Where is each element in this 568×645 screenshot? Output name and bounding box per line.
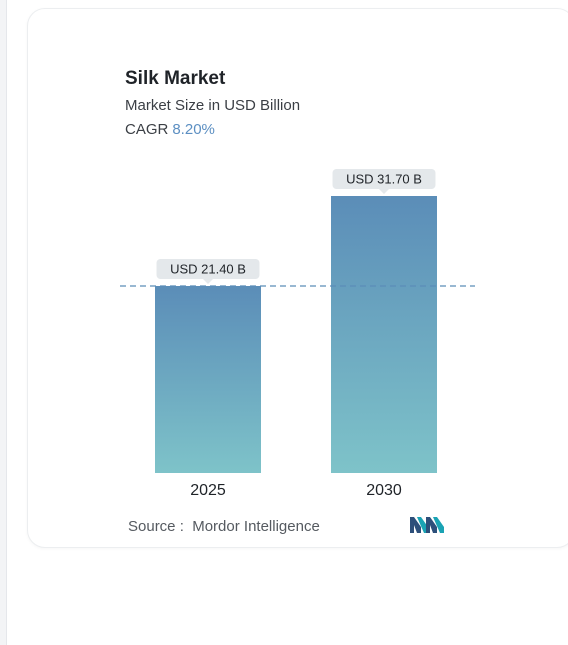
source-text: Source : Mordor Intelligence	[128, 518, 320, 535]
page-sheet: Silk Market Market Size in USD Billion C…	[6, 0, 568, 645]
bar-2030	[331, 196, 437, 473]
source-label: Source :	[128, 518, 184, 535]
cagr-label: CAGR	[125, 121, 169, 138]
x-tick-label-2030: 2030	[366, 482, 402, 499]
cagr-value: 8.20%	[172, 121, 215, 138]
x-tick-label-2025: 2025	[190, 482, 226, 499]
chart-title: Silk Market	[125, 68, 226, 89]
bar-2025	[155, 286, 261, 473]
chart-subtitle: Market Size in USD Billion	[125, 97, 301, 114]
data-label-2025: USD 21.40 B	[156, 259, 260, 285]
bar-chart: USD 21.40 B USD 31.70 B 2025 2030	[120, 169, 475, 499]
svg-text:USD 31.70 B: USD 31.70 B	[346, 172, 422, 187]
data-label-2030: USD 31.70 B	[332, 169, 436, 194]
svg-text:USD 21.40 B: USD 21.40 B	[170, 262, 246, 277]
chart-card	[27, 8, 568, 548]
mordor-intelligence-logo-icon	[410, 517, 444, 533]
cagr-line: CAGR 8.20%	[125, 121, 215, 138]
source-name: Mordor Intelligence	[192, 518, 320, 535]
